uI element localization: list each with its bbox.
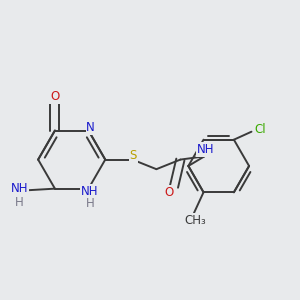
Text: Cl: Cl — [255, 123, 266, 136]
Text: N: N — [86, 122, 95, 134]
Text: S: S — [130, 149, 137, 162]
Text: O: O — [50, 91, 59, 103]
Text: NH: NH — [81, 185, 99, 198]
Text: NH: NH — [11, 182, 28, 195]
Text: NH: NH — [196, 143, 214, 156]
Text: H: H — [14, 196, 23, 209]
Text: O: O — [165, 186, 174, 199]
Text: H: H — [86, 196, 94, 209]
Text: CH₃: CH₃ — [185, 214, 206, 226]
